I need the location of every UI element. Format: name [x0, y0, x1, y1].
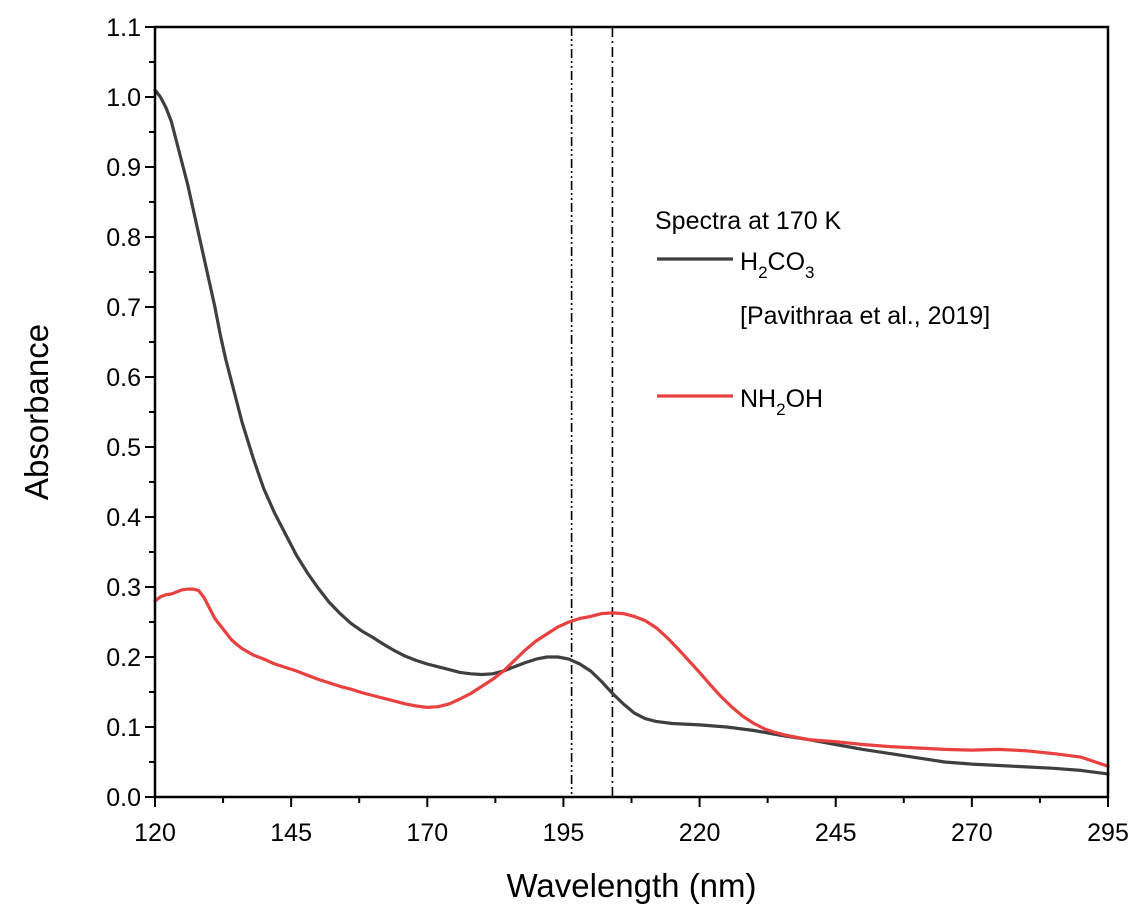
axis-ticks: 120 145 170 195 220 245 270 295 0.0 0.1 0.2 0.3 0.4 0…	[106, 14, 1129, 847]
y-tick-label: 0.3	[106, 574, 141, 602]
y-tick-label: 0.4	[106, 504, 141, 532]
legend: Spectra at 170 K H2CO3 [Pavithraa et al., …	[655, 207, 990, 419]
x-tick-label: 145	[270, 819, 312, 847]
legend-title: Spectra at 170 K	[655, 207, 842, 235]
y-tick-label: 0.7	[106, 294, 141, 322]
legend-label: NH2OH	[740, 385, 823, 419]
x-axis-title: Wavelength (nm)	[506, 867, 756, 904]
plot-marks	[153, 27, 1110, 797]
y-tick-label: 0.5	[106, 434, 141, 462]
x-tick-label: 170	[406, 819, 448, 847]
x-tick-label: 220	[679, 819, 721, 847]
y-tick-label: 1.0	[106, 84, 141, 112]
x-tick-label: 245	[815, 819, 857, 847]
y-axis-title: Absorbance	[18, 324, 55, 500]
y-tick-label: 1.1	[106, 14, 141, 42]
y-tick-label: 0.2	[106, 644, 141, 672]
y-tick-label: 0.6	[106, 364, 141, 392]
y-tick-label: 0.0	[106, 784, 141, 812]
legend-note: [Pavithraa et al., 2019]	[740, 302, 990, 330]
x-tick-label: 295	[1087, 819, 1129, 847]
y-tick-label: 0.1	[106, 714, 141, 742]
series-line-nh2oh	[153, 587, 1110, 768]
x-tick-label: 195	[543, 819, 585, 847]
x-tick-label: 270	[951, 819, 993, 847]
y-tick-label: 0.8	[106, 224, 141, 252]
x-tick-label: 120	[134, 819, 176, 847]
y-tick-label: 0.9	[106, 154, 141, 182]
legend-label: H2CO3	[740, 248, 815, 282]
plot-frame	[153, 25, 1110, 799]
series-line-h2co3	[153, 88, 1110, 776]
